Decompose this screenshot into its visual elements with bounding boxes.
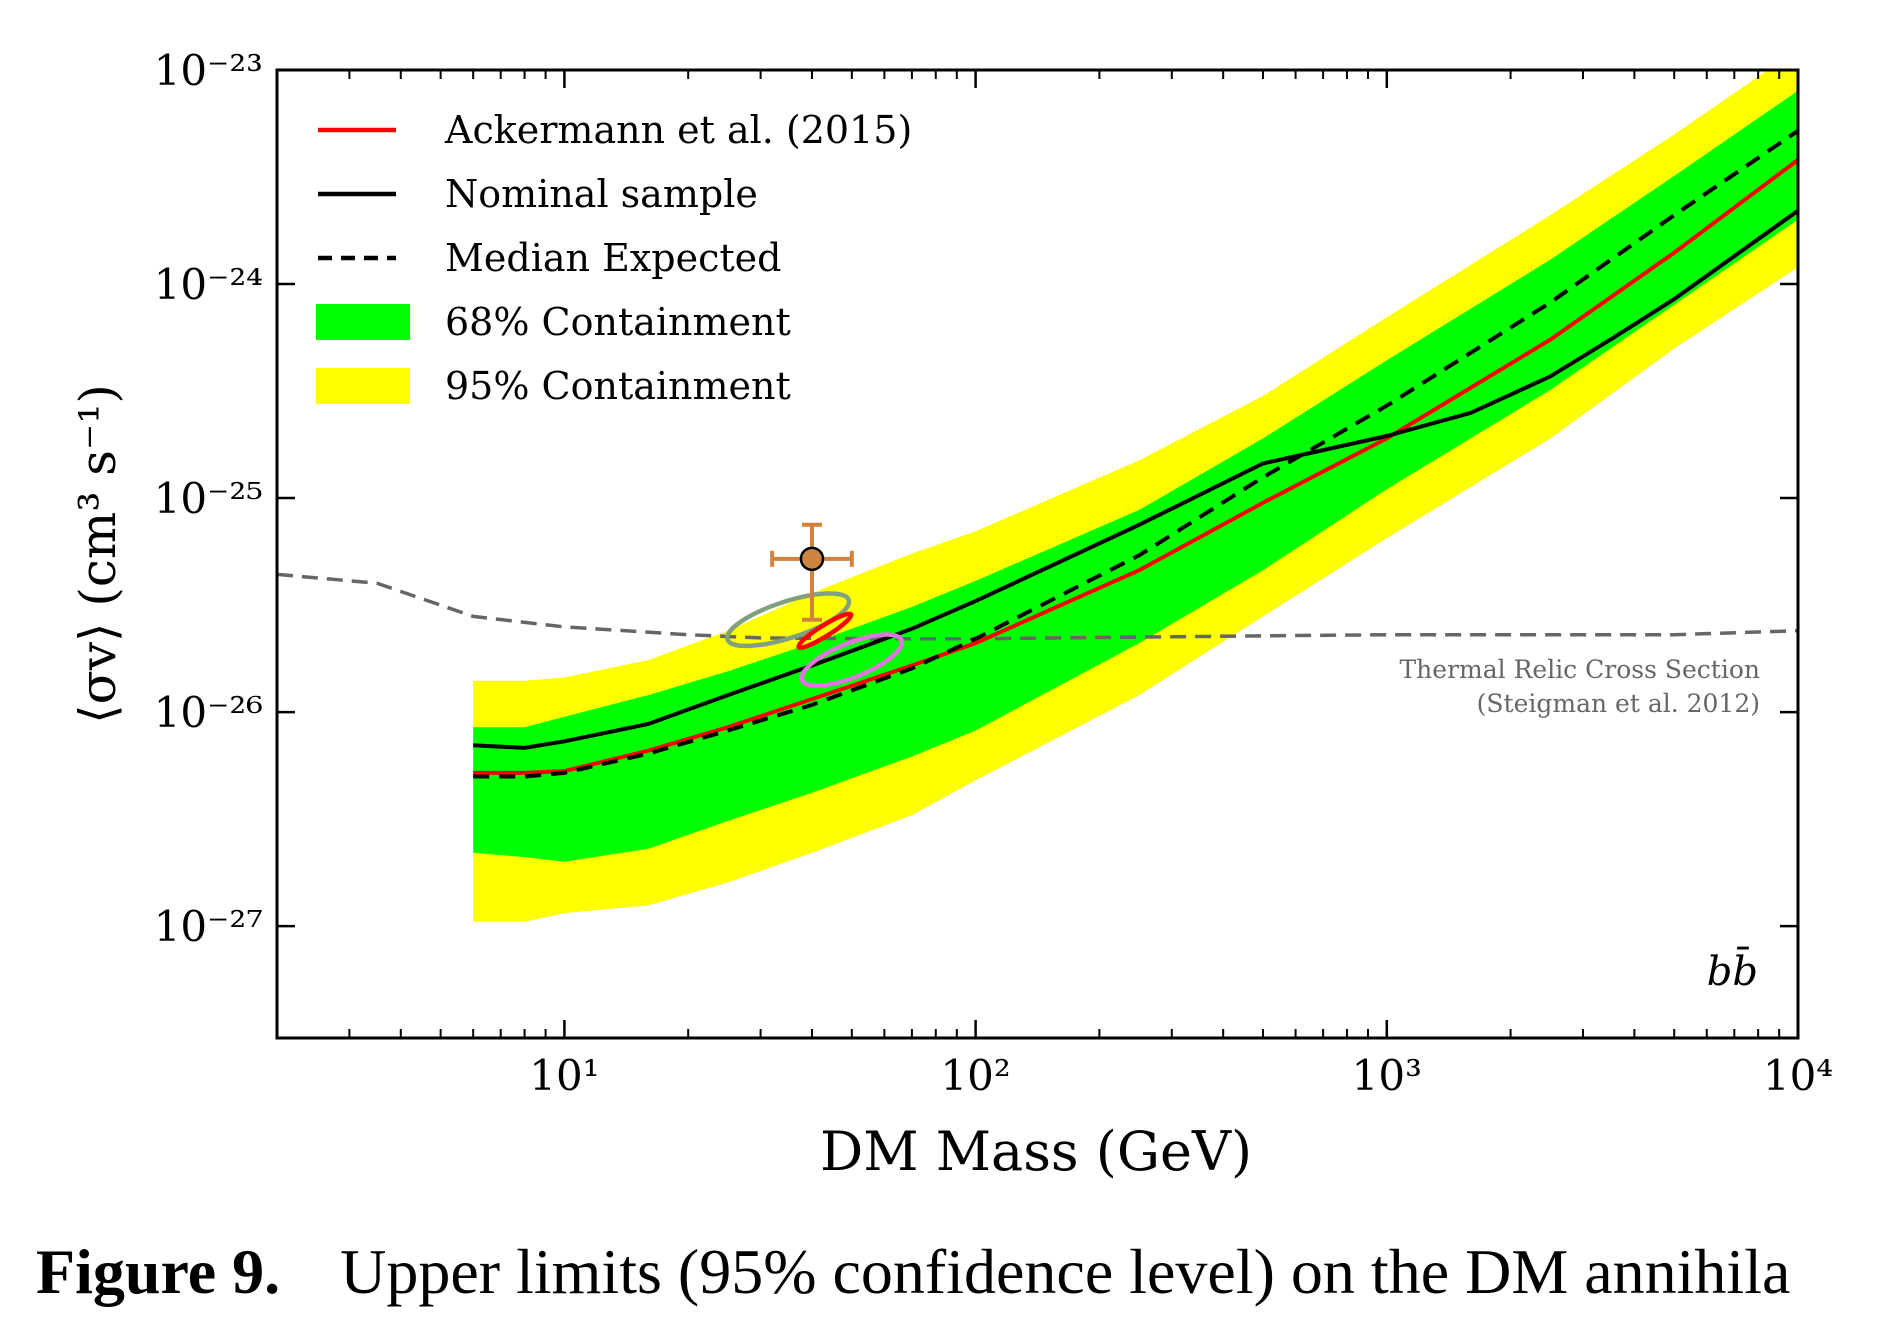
contour-1: [725, 591, 852, 649]
caption-label: Figure 9.: [36, 1236, 281, 1307]
x-tick-label: 10²: [940, 1051, 1010, 1100]
data-point: [799, 546, 825, 572]
y-tick-label: 10⁻²⁷: [154, 902, 263, 951]
y-tick-label: 10⁻²⁴: [154, 260, 263, 309]
thermal-relic-label: Thermal Relic Cross Section: [1400, 655, 1761, 684]
channel-label: bb̄: [1707, 946, 1758, 995]
legend-label-ackermann-et-al-2015: Ackermann et al. (2015): [444, 108, 912, 152]
legend-swatch-95-containment: [316, 368, 410, 404]
contour-3: [799, 632, 905, 688]
legend-label-95-containment: 95% Containment: [445, 364, 791, 408]
x-tick-label: 10⁴: [1763, 1051, 1833, 1100]
caption-text: Upper limits (95% confidence level) on t…: [340, 1236, 1791, 1307]
x-axis-label: DM Mass (GeV): [820, 1120, 1252, 1183]
contour-2: [796, 611, 854, 650]
figure-caption: Figure 9. Upper limits (95% confidence le…: [36, 1235, 1886, 1309]
thermal-relic-citation: (Steigman et al. 2012): [1477, 689, 1760, 718]
y-axis-label: ⟨σv⟩ (cm³ s⁻¹): [69, 384, 127, 724]
data-point-group: [770, 522, 854, 622]
x-tick-label: 10¹: [529, 1051, 599, 1100]
chart-figure: 10¹ 10² 10³ 10⁴ 10⁻²⁷ 10⁻²⁶ 10⁻²⁵ 10⁻²⁴ 10⁻²³ Ac…: [69, 46, 1833, 1183]
legend-label-nominal-sample: Nominal sample: [445, 172, 758, 216]
x-tick-label: 10³: [1352, 1051, 1422, 1100]
y-tick-label: 10⁻²⁵: [154, 474, 263, 523]
y-tick-label: 10⁻²³: [154, 46, 263, 95]
legend-label-68-containment: 68% Containment: [445, 300, 791, 344]
y-tick-label: 10⁻²⁶: [154, 688, 263, 737]
series-nominal-sample: [473, 209, 1798, 750]
series-median-expected: [473, 129, 1798, 779]
legend-swatch-68-containment: [316, 304, 410, 340]
legend-label-median-expected: Median Expected: [445, 236, 781, 280]
plot-frame: [275, 68, 1800, 1040]
legend: Ackermann et al. (2015) Nominal sample Med…: [316, 108, 912, 408]
